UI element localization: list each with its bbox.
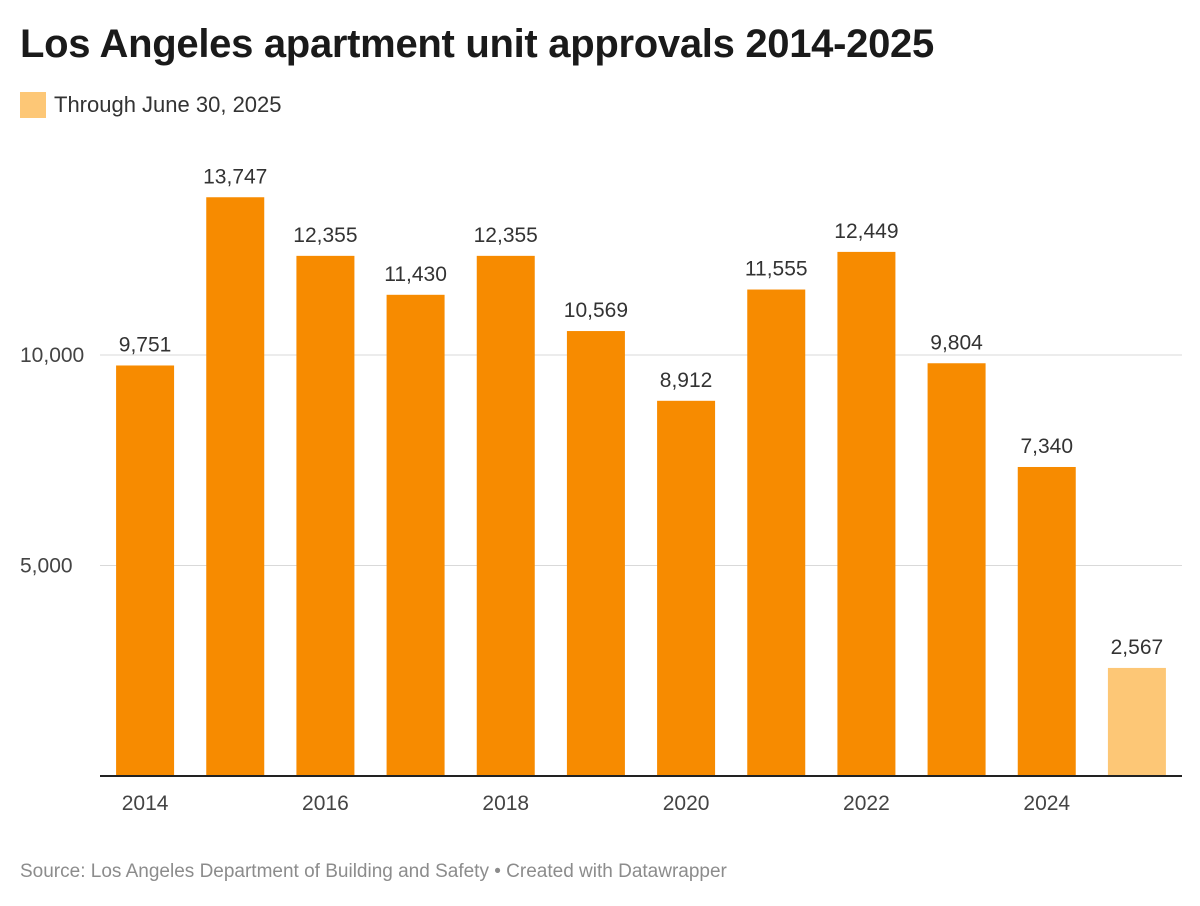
value-label-2020: 8,912	[660, 369, 713, 392]
bars	[116, 197, 1166, 777]
bar-2017	[386, 294, 445, 776]
value-label-2022: 12,449	[834, 220, 898, 243]
y-tick-label: 5,000	[20, 555, 73, 578]
value-label-2024: 7,340	[1020, 435, 1073, 458]
legend: Through June 30, 2025	[20, 90, 282, 120]
legend-swatch	[20, 92, 46, 118]
x-tick-label: 2020	[663, 792, 710, 815]
bar-2021	[747, 289, 806, 776]
value-label-2017: 11,430	[384, 263, 447, 286]
value-label-2016: 12,355	[293, 224, 357, 247]
x-tick-label: 2014	[122, 792, 169, 815]
legend-label: Through June 30, 2025	[54, 92, 282, 117]
value-label-2023: 9,804	[930, 331, 983, 354]
value-label-2019: 10,569	[564, 299, 628, 322]
bar-2025	[1107, 667, 1166, 776]
bar-2020	[657, 400, 716, 776]
bar-2015	[206, 197, 265, 777]
x-tick-label: 2024	[1023, 792, 1070, 815]
y-tick-label: 10,000	[20, 344, 84, 367]
bar-2018	[476, 255, 535, 777]
source-note: Source: Los Angeles Department of Buildi…	[20, 861, 727, 882]
bar-2014	[116, 365, 175, 776]
bar-2022	[837, 251, 896, 776]
x-tick-label: 2018	[482, 792, 529, 815]
bar-2016	[296, 255, 355, 777]
axes: 5,000 10,000 2014 2016 2018 2020 2022 2024	[20, 344, 1182, 815]
bar-2024	[1017, 466, 1076, 776]
bar-2023	[927, 363, 986, 776]
gridlines	[100, 354, 1182, 566]
value-label-2021: 11,555	[745, 258, 808, 281]
value-label-2025: 2,567	[1111, 636, 1164, 659]
value-label-2015: 13,747	[203, 165, 267, 188]
value-labels: 9,751 13,747 12,355 11,430 12,355 10,569 8,912…	[119, 165, 1163, 659]
x-tick-label: 2016	[302, 792, 349, 815]
chart-title: Los Angeles apartment unit approvals 201…	[20, 22, 934, 66]
x-tick-label: 2022	[843, 792, 890, 815]
value-label-2014: 9,751	[119, 333, 172, 356]
bar-2019	[566, 331, 625, 776]
value-label-2018: 12,355	[474, 224, 538, 247]
